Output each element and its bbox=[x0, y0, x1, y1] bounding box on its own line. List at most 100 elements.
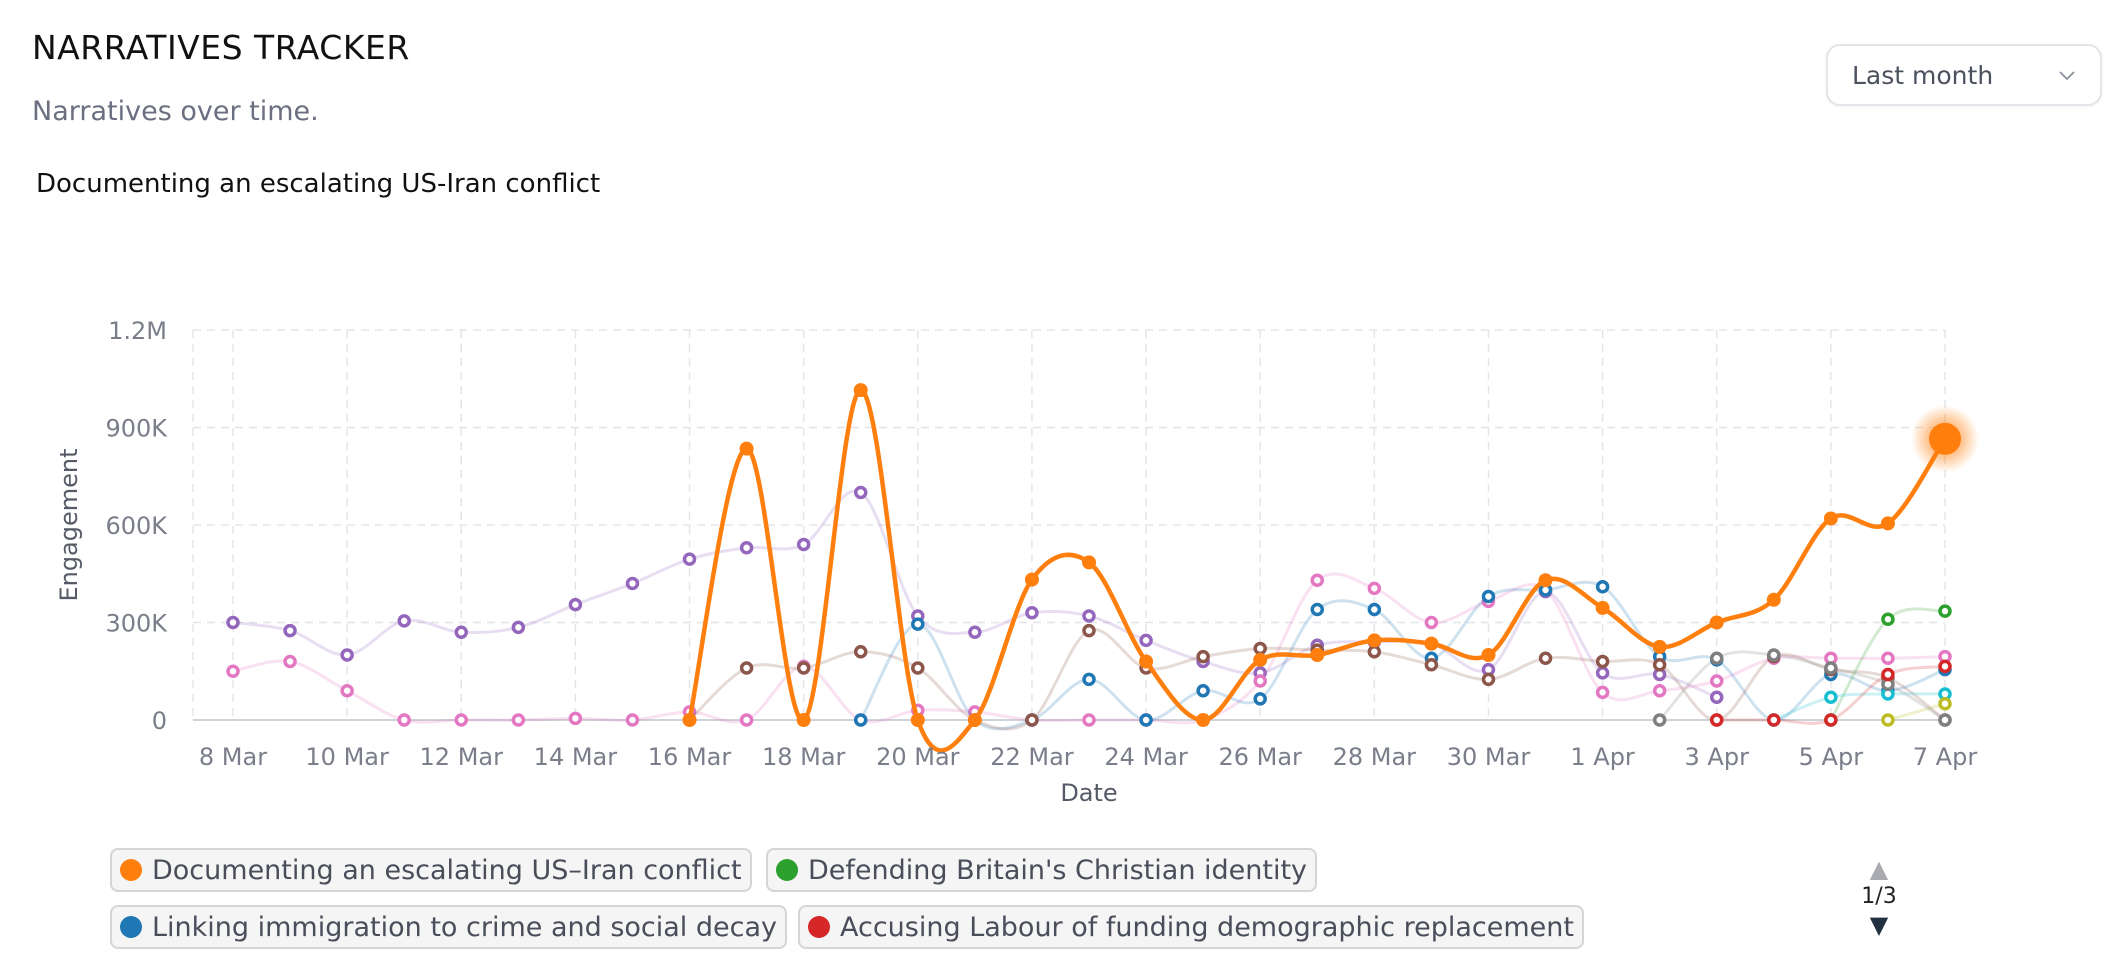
series-point bbox=[1652, 639, 1667, 654]
series-point bbox=[1881, 612, 1895, 626]
legend-item-labour-replacement[interactable]: Accusing Labour of funding demographic r… bbox=[798, 905, 1584, 949]
series-point bbox=[1196, 684, 1210, 698]
series-point bbox=[1595, 685, 1610, 700]
series-line bbox=[687, 387, 1947, 753]
series-point bbox=[1367, 602, 1382, 617]
series-point bbox=[739, 713, 754, 727]
x-tick-label: 5 Apr bbox=[1799, 743, 1864, 771]
legend-item-immigration-crime[interactable]: Linking immigration to crime and social … bbox=[110, 905, 788, 949]
series-point bbox=[1709, 651, 1724, 665]
series-point bbox=[1595, 600, 1610, 615]
y-tick-label: 0 bbox=[152, 707, 167, 735]
series-point bbox=[1253, 692, 1267, 706]
series-point bbox=[739, 661, 754, 675]
series-point bbox=[1938, 713, 1952, 727]
series-point bbox=[1025, 606, 1039, 620]
series-point bbox=[1481, 589, 1496, 604]
x-tick-label: 18 Mar bbox=[762, 743, 846, 771]
series-point bbox=[1025, 713, 1039, 727]
series-point bbox=[911, 617, 925, 631]
series-point bbox=[853, 713, 868, 727]
series-point bbox=[511, 713, 526, 727]
series-line bbox=[1658, 650, 1946, 722]
y-tick-label: 1.2M bbox=[108, 317, 167, 345]
series-point bbox=[796, 661, 811, 675]
x-tick-label: 28 Mar bbox=[1333, 743, 1417, 771]
legend-label: Linking immigration to crime and social … bbox=[152, 911, 778, 943]
series-point bbox=[910, 713, 925, 727]
chart-title: Documenting an escalating US-Iran confli… bbox=[36, 169, 600, 199]
series-point bbox=[1595, 666, 1610, 680]
series-point bbox=[1139, 654, 1154, 669]
series-point bbox=[226, 664, 240, 678]
legend-pager: ▲ 1/3 ▼ bbox=[1855, 856, 1903, 938]
series-point bbox=[1367, 581, 1382, 596]
series-point bbox=[968, 625, 982, 639]
series-point bbox=[1310, 648, 1325, 662]
y-tick-label: 300K bbox=[105, 610, 168, 638]
series-point bbox=[1082, 713, 1096, 727]
series-point bbox=[1929, 422, 1961, 455]
legend-page-up-icon[interactable]: ▲ bbox=[1869, 855, 1889, 883]
x-tick-label: 24 Mar bbox=[1104, 743, 1188, 771]
legend-item-christian-identity[interactable]: Defending Britain's Christian identity bbox=[766, 848, 1318, 892]
series-point bbox=[1024, 572, 1039, 587]
series-faded bbox=[1881, 697, 1952, 727]
series-point bbox=[1196, 649, 1210, 664]
series-point bbox=[1253, 652, 1268, 667]
legend-page-down-icon[interactable]: ▼ bbox=[1869, 911, 1889, 939]
series-point bbox=[397, 614, 411, 628]
series-point bbox=[1082, 623, 1096, 638]
series-point bbox=[1367, 645, 1382, 659]
series-line bbox=[1773, 692, 1946, 722]
period-select[interactable]: Last month bbox=[1826, 44, 2102, 106]
x-tick-label: 10 Mar bbox=[305, 743, 389, 771]
chevron-down-icon bbox=[2059, 71, 2075, 81]
x-tick-label: 22 Mar bbox=[990, 743, 1074, 771]
series-point bbox=[1823, 511, 1838, 526]
page-subtitle: Narratives over time. bbox=[32, 96, 319, 127]
series-point bbox=[1481, 648, 1496, 662]
x-tick-label: 8 Mar bbox=[199, 743, 267, 771]
legend-label: Accusing Labour of funding demographic r… bbox=[840, 911, 1574, 943]
series-point bbox=[1253, 641, 1267, 656]
series-point bbox=[1880, 516, 1895, 531]
y-axis-title: Engagement bbox=[55, 448, 83, 601]
legend-item-us-iran[interactable]: Documenting an escalating US–Iran confli… bbox=[110, 848, 752, 892]
x-tick-label: 26 Mar bbox=[1218, 743, 1302, 771]
series-point bbox=[796, 713, 811, 727]
series-point bbox=[1938, 659, 1952, 674]
x-tick-label: 3 Apr bbox=[1685, 743, 1750, 771]
series-point bbox=[1139, 633, 1153, 648]
x-tick-label: 30 Mar bbox=[1447, 743, 1531, 771]
series-point bbox=[625, 576, 640, 591]
series-point bbox=[511, 620, 526, 635]
series-point bbox=[1481, 672, 1496, 687]
series-point bbox=[625, 713, 640, 727]
series-point bbox=[1595, 654, 1610, 669]
series-point bbox=[1082, 672, 1096, 687]
series-point bbox=[1310, 573, 1325, 587]
series-point bbox=[340, 648, 354, 662]
series-point bbox=[1767, 648, 1781, 662]
series-point bbox=[1709, 615, 1724, 630]
series-point bbox=[1538, 573, 1553, 588]
series-line bbox=[232, 572, 1946, 725]
series-point bbox=[853, 485, 868, 500]
period-select-value: Last month bbox=[1852, 60, 1994, 90]
series-point bbox=[340, 684, 354, 698]
series-point bbox=[1310, 602, 1325, 617]
series-point bbox=[1767, 713, 1781, 727]
series-point bbox=[1824, 713, 1838, 727]
legend-label: Documenting an escalating US–Iran confli… bbox=[152, 854, 742, 886]
legend-label: Defending Britain's Christian identity bbox=[808, 854, 1308, 886]
series-highlighted bbox=[682, 383, 1979, 753]
series-point bbox=[1196, 713, 1211, 727]
series-point bbox=[1652, 713, 1667, 727]
series-point bbox=[682, 552, 697, 566]
series-point bbox=[1652, 684, 1667, 698]
series-point bbox=[454, 625, 469, 639]
series-point bbox=[1824, 661, 1838, 675]
legend-swatch bbox=[808, 916, 830, 938]
series-point bbox=[1766, 592, 1781, 607]
